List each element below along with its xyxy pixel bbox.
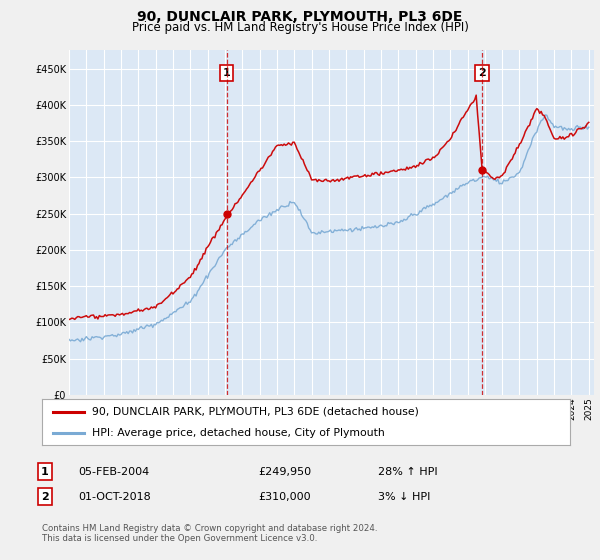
Text: 90, DUNCLAIR PARK, PLYMOUTH, PL3 6DE (detached house): 90, DUNCLAIR PARK, PLYMOUTH, PL3 6DE (de…: [92, 407, 419, 417]
Text: 2: 2: [478, 68, 486, 78]
Text: 2: 2: [41, 492, 49, 502]
Text: Contains HM Land Registry data © Crown copyright and database right 2024.
This d: Contains HM Land Registry data © Crown c…: [42, 524, 377, 543]
Text: Price paid vs. HM Land Registry's House Price Index (HPI): Price paid vs. HM Land Registry's House …: [131, 21, 469, 34]
Text: 28% ↑ HPI: 28% ↑ HPI: [378, 466, 437, 477]
Text: 1: 1: [41, 466, 49, 477]
Text: 05-FEB-2004: 05-FEB-2004: [78, 466, 149, 477]
Text: £310,000: £310,000: [258, 492, 311, 502]
Text: 90, DUNCLAIR PARK, PLYMOUTH, PL3 6DE: 90, DUNCLAIR PARK, PLYMOUTH, PL3 6DE: [137, 10, 463, 24]
Text: HPI: Average price, detached house, City of Plymouth: HPI: Average price, detached house, City…: [92, 428, 385, 438]
Text: 01-OCT-2018: 01-OCT-2018: [78, 492, 151, 502]
Text: 1: 1: [223, 68, 230, 78]
Text: £249,950: £249,950: [258, 466, 311, 477]
Text: 3% ↓ HPI: 3% ↓ HPI: [378, 492, 430, 502]
